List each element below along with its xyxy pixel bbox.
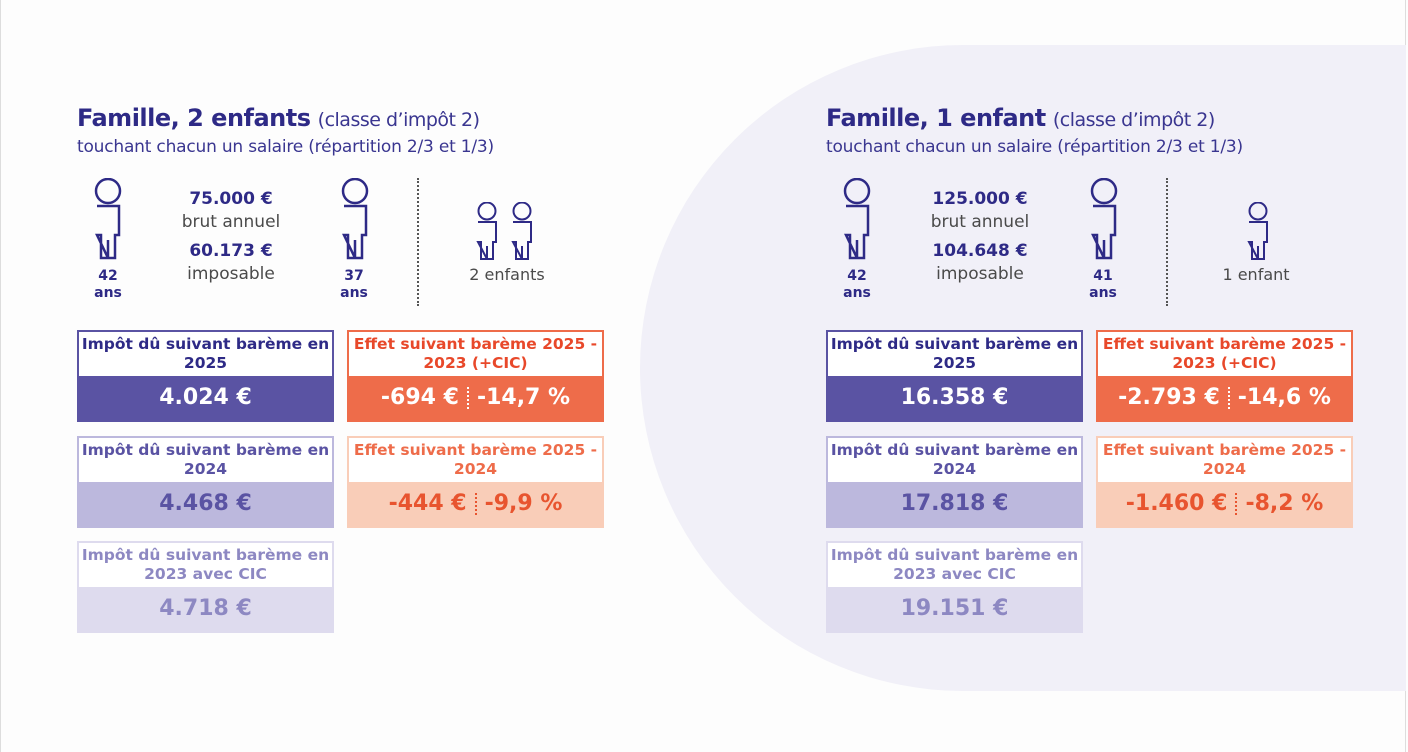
children-label: 2 enfants — [469, 265, 545, 284]
effect-2024-box: Effet suivant barème 2025 - 2024 -444 € -9… — [347, 436, 604, 528]
effect-2024-percent: -8,2 % — [1245, 491, 1324, 516]
tax-2023-value: 19.151 € — [828, 587, 1081, 631]
taxable-income: 60.173 € — [189, 241, 273, 261]
adult2-age: 37 ans — [329, 268, 379, 302]
effect-2024-values: -1.460 € -8,2 % — [1098, 482, 1351, 526]
age-value: 37 — [344, 268, 364, 284]
dotted-separator — [466, 387, 469, 409]
adult-person-icon — [94, 178, 122, 260]
effect-2024-percent: -9,9 % — [484, 491, 563, 516]
effect-2023-values: -694 € -14,7 % — [349, 376, 602, 420]
gross-income: 125.000 € — [932, 189, 1028, 209]
title-text: Famille, 2 enfants — [77, 104, 311, 132]
taxable-label: imposable — [936, 264, 1024, 284]
tax-2023-label: Impôt dû suivant barème en 2023 avec CIC — [79, 543, 332, 587]
tax-2024-box: Impôt dû suivant barème en 2024 4.468 € — [77, 436, 334, 528]
adult-person-icon — [843, 178, 871, 260]
tax-2025-value: 16.358 € — [828, 376, 1081, 420]
tax-2023-label: Impôt dû suivant barème en 2023 avec CIC — [828, 543, 1081, 587]
panel-subtitle: touchant chacun un salaire (répartition … — [826, 137, 1243, 157]
panel-title: Famille, 2 enfants (classe d’impôt 2) — [77, 104, 480, 132]
tax-2023-box: Impôt dû suivant barème en 2023 avec CIC… — [826, 541, 1083, 633]
dotted-separator — [1235, 493, 1238, 515]
dotted-separator — [1227, 387, 1230, 409]
effect-2024-values: -444 € -9,9 % — [349, 482, 602, 526]
panel-title: Famille, 1 enfant (classe d’impôt 2) — [826, 104, 1215, 132]
tax-2023-box: Impôt dû suivant barème en 2023 avec CIC… — [77, 541, 334, 633]
age-unit: ans — [1089, 285, 1117, 301]
age-value: 42 — [98, 268, 118, 284]
title-note: (classe d’impôt 2) — [1052, 109, 1215, 131]
family-panel: Famille, 2 enfants (classe d’impôt 2) to… — [77, 100, 617, 640]
effect-2024-amount: -1.460 € — [1125, 491, 1228, 516]
tax-2024-box: Impôt dû suivant barème en 2024 17.818 € — [826, 436, 1083, 528]
adult2-age: 41 ans — [1078, 268, 1128, 302]
gross-label: brut annuel — [930, 212, 1030, 232]
tax-2024-label: Impôt dû suivant barème en 2024 — [828, 438, 1081, 482]
family-panel: Famille, 1 enfant (classe d’impôt 2) tou… — [826, 100, 1366, 640]
tax-2025-label: Impôt dû suivant barème en 2025 — [79, 332, 332, 376]
income-info: 75.000 € brut annuel 60.173 € imposable — [161, 188, 301, 286]
tax-2023-value: 4.718 € — [79, 587, 332, 631]
tax-2025-value: 4.024 € — [79, 376, 332, 420]
age-unit: ans — [94, 285, 122, 301]
children-label: 1 enfant — [1222, 265, 1290, 284]
dotted-separator — [474, 493, 477, 515]
taxable-label: imposable — [187, 264, 275, 284]
effect-2023-box: Effet suivant barème 2025 - 2023 (+CIC) -… — [347, 330, 604, 422]
effect-2024-amount: -444 € — [388, 491, 467, 516]
adult-person-icon — [341, 178, 369, 260]
effect-2023-percent: -14,6 % — [1237, 385, 1331, 410]
title-text: Famille, 1 enfant — [826, 104, 1046, 132]
effect-2023-values: -2.793 € -14,6 % — [1098, 376, 1351, 420]
effect-2023-amount: -694 € — [380, 385, 459, 410]
age-unit: ans — [843, 285, 871, 301]
tax-2024-label: Impôt dû suivant barème en 2024 — [79, 438, 332, 482]
effect-2023-box: Effet suivant barème 2025 - 2023 (+CIC) -… — [1096, 330, 1353, 422]
effect-2023-amount: -2.793 € — [1118, 385, 1220, 410]
adult-person-icon — [1090, 178, 1118, 260]
child-person-icon — [476, 202, 497, 260]
income-info: 125.000 € brut annuel 104.648 € imposabl… — [910, 188, 1050, 286]
gross-label: brut annuel — [181, 212, 281, 232]
dotted-divider — [1166, 178, 1168, 306]
tax-2024-value: 4.468 € — [79, 482, 332, 526]
taxable-income: 104.648 € — [932, 241, 1028, 261]
effect-2023-percent: -14,7 % — [476, 385, 571, 410]
effect-2024-label: Effet suivant barème 2025 - 2024 — [1098, 438, 1351, 482]
tax-2025-box: Impôt dû suivant barème en 2025 4.024 € — [77, 330, 334, 422]
gross-income: 75.000 € — [189, 189, 273, 209]
effect-2024-label: Effet suivant barème 2025 - 2024 — [349, 438, 602, 482]
adult1-age: 42 ans — [83, 268, 133, 302]
effect-2024-box: Effet suivant barème 2025 - 2024 -1.460 €… — [1096, 436, 1353, 528]
effect-2023-label: Effet suivant barème 2025 - 2023 (+CIC) — [1098, 332, 1351, 376]
title-note: (classe d’impôt 2) — [317, 109, 480, 131]
age-unit: ans — [340, 285, 368, 301]
age-value: 42 — [847, 268, 867, 284]
child-person-icon — [511, 202, 532, 260]
effect-2023-label: Effet suivant barème 2025 - 2023 (+CIC) — [349, 332, 602, 376]
dotted-divider — [417, 178, 419, 306]
tax-2025-box: Impôt dû suivant barème en 2025 16.358 € — [826, 330, 1083, 422]
child-person-icon — [1247, 202, 1268, 260]
tax-2024-value: 17.818 € — [828, 482, 1081, 526]
tax-2025-label: Impôt dû suivant barème en 2025 — [828, 332, 1081, 376]
adult1-age: 42 ans — [832, 268, 882, 302]
age-value: 41 — [1093, 268, 1113, 284]
panel-subtitle: touchant chacun un salaire (répartition … — [77, 137, 494, 157]
